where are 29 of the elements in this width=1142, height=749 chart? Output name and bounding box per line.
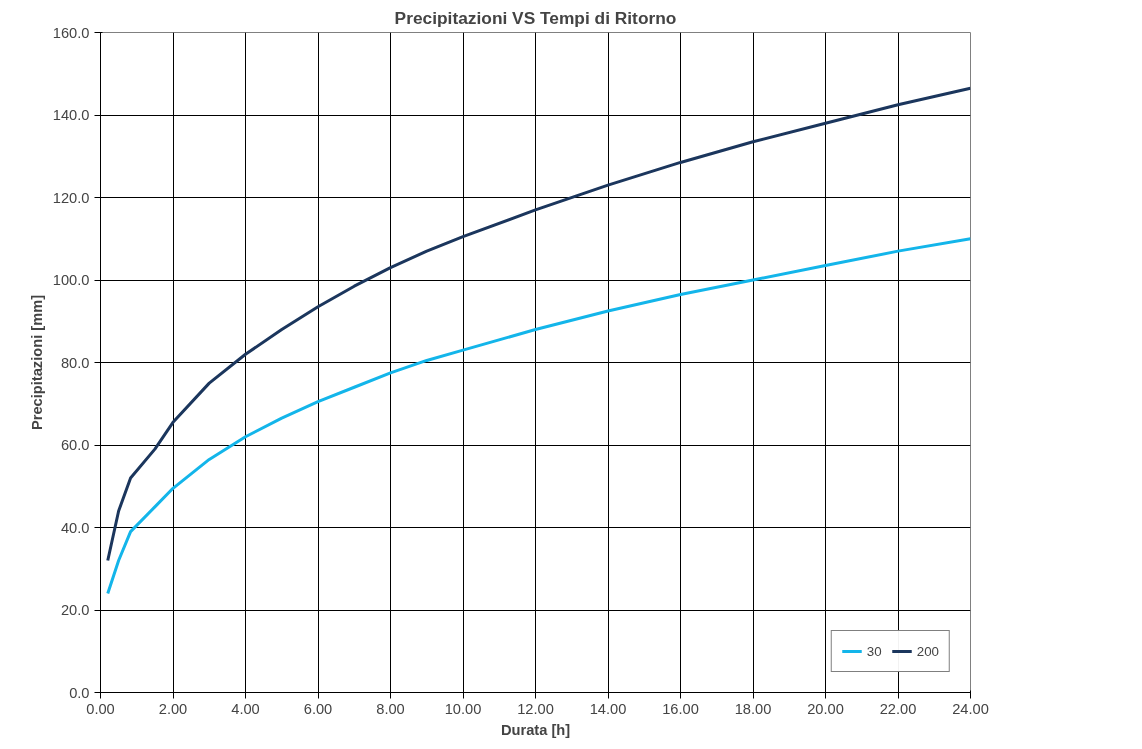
legend-label: 30 [866, 643, 883, 659]
y-tick-label: 120.0 [52, 189, 90, 206]
x-tick-label: 16.00 [662, 700, 699, 717]
x-tick-label: 4.00 [231, 700, 260, 717]
y-tick-label: 80.0 [60, 354, 90, 371]
x-tick-label: 20.00 [807, 700, 844, 717]
x-tick-label: 0.00 [86, 700, 115, 717]
legend-label: 200 [916, 643, 939, 659]
y-tick-label: 60.0 [60, 437, 90, 453]
y-tick-label: 20.0 [60, 602, 90, 618]
y-axis-title: Precipitazioni [mm] [28, 294, 45, 431]
x-tick-label: 6.00 [303, 700, 333, 717]
x-tick-label: 8.00 [376, 700, 405, 717]
y-tick-label: 0.0 [69, 684, 90, 701]
y-tick-label: 40.0 [60, 519, 90, 536]
x-tick-label: 14.00 [589, 700, 627, 717]
x-tick-label: 24.00 [952, 700, 989, 717]
x-tick-label: 18.00 [734, 700, 772, 717]
y-tick-label: 160.0 [52, 24, 90, 41]
y-tick-label: 140.0 [52, 107, 90, 123]
y-tick-label: 100.0 [52, 272, 90, 288]
x-tick-label: 2.00 [158, 700, 188, 717]
chart-title: Precipitazioni VS Tempi di Ritorno [394, 7, 677, 28]
x-tick-label: 12.00 [517, 700, 554, 717]
line-series [106, 237, 971, 595]
x-axis-title: Durata [h] [500, 721, 571, 738]
x-tick-label: 10.00 [444, 700, 482, 717]
line-series [106, 86, 971, 562]
x-tick-label: 22.00 [879, 700, 917, 717]
